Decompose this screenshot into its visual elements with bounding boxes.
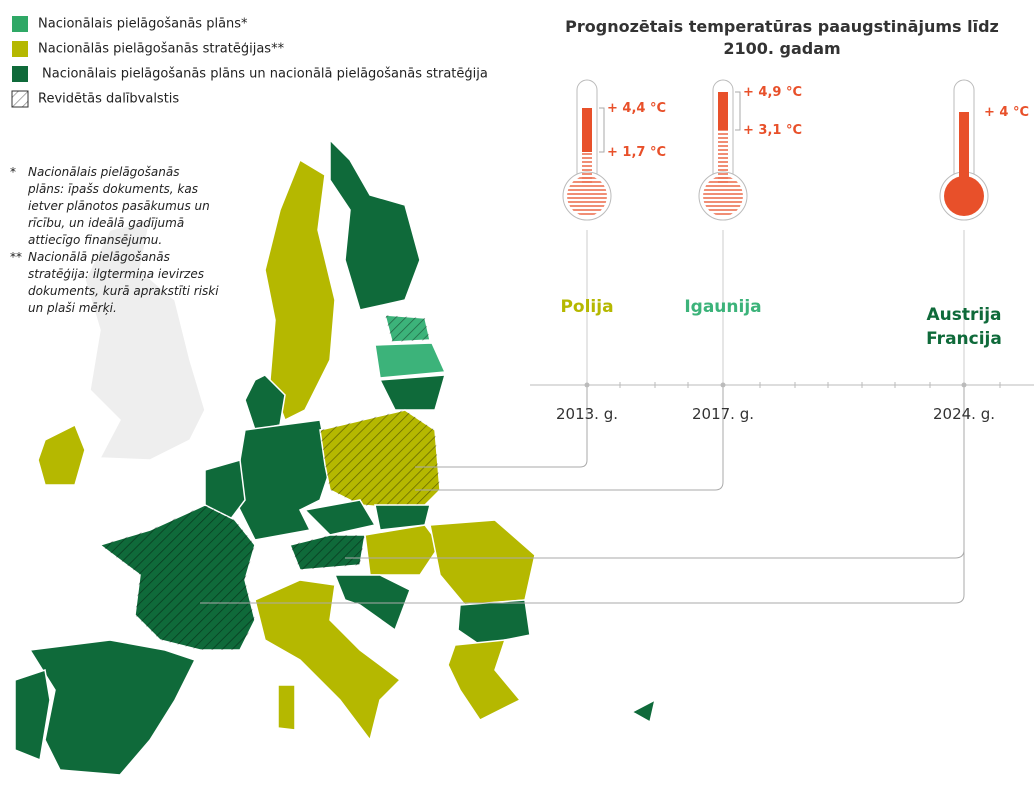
legend-label: Nacionālais pielāgošanās plāns*	[38, 17, 248, 32]
thermo-fill	[718, 92, 728, 130]
thermo-fill	[582, 152, 592, 185]
legend-hatch	[12, 91, 28, 107]
poland-hatch	[320, 410, 440, 510]
note-line: attiecīgo finansējumu.	[28, 233, 162, 247]
bracket	[735, 91, 741, 131]
map	[14, 138, 657, 776]
thermo-fill	[718, 130, 728, 185]
note-line: Nacionālais pielāgošanās	[28, 165, 179, 179]
thermo-fill	[944, 176, 984, 216]
legend-swatch	[12, 66, 28, 82]
cyprus	[630, 698, 657, 724]
year: 2013. g.	[556, 405, 618, 423]
uk	[84, 218, 206, 461]
country: Austrija	[926, 305, 1001, 325]
spain	[28, 639, 197, 776]
thermo-fill	[959, 112, 969, 185]
austria-hatch	[290, 535, 365, 570]
note-line: Nacionālā pielāgošanās	[28, 250, 170, 264]
timeline: Prognozētais temperatūras paaugstinājums…	[530, 17, 1034, 423]
temperature: + 3,1 °C	[743, 123, 802, 138]
czechia	[303, 499, 377, 536]
bulgaria	[457, 599, 531, 646]
country: Igaunija	[684, 297, 761, 317]
thermo-fill	[703, 176, 743, 216]
thermo-fill	[567, 176, 607, 216]
thermo-fill	[582, 108, 592, 152]
romania	[429, 519, 536, 606]
sardinia	[277, 684, 296, 731]
connectors	[200, 385, 965, 604]
legend: Nacionālais pielāgošanās plāns* Nacionālā…	[11, 16, 488, 108]
bracket	[599, 107, 605, 153]
temperature: + 1,7 °C	[607, 145, 666, 160]
notes: * Nacionālais pielāgošanās plāns: īpašs do…	[10, 165, 219, 315]
hungary	[364, 524, 441, 576]
legend-swatch	[12, 16, 28, 32]
year: 2024. g.	[933, 405, 995, 423]
lithuania	[378, 374, 447, 411]
note-line: ietver plānotos pasākumus un	[28, 199, 210, 213]
note-mark: *	[10, 165, 16, 179]
temperature: + 4 °C	[984, 105, 1029, 120]
tick	[720, 382, 726, 388]
finland	[329, 138, 421, 311]
italy	[254, 579, 402, 742]
legend-label: Revidētās dalībvalstis	[38, 92, 179, 107]
note-mark: **	[10, 250, 22, 264]
sweden	[264, 158, 336, 422]
legend-label: Nacionālais pielāgošanās plāns un nacion…	[42, 67, 488, 82]
latvia	[374, 342, 447, 379]
portugal	[14, 669, 51, 762]
legend-swatch	[12, 41, 28, 57]
note-line: rīcību, un ideālā gadījumā	[28, 216, 184, 230]
estonia-hatch	[385, 315, 430, 342]
legend-label: Nacionālās pielāgošanās stratēģijas**	[38, 42, 285, 57]
greece	[447, 639, 522, 721]
timeline-title: 2100. gadam	[723, 39, 840, 58]
benelux	[204, 459, 246, 521]
timeline-title: Prognozētais temperatūras paaugstinājums…	[565, 17, 999, 36]
tick	[584, 382, 590, 388]
note-line: un plaši mērķi.	[28, 301, 117, 315]
note-line: plāns: īpašs dokuments, kas	[27, 182, 198, 196]
country: Polija	[560, 297, 613, 317]
year: 2017. g.	[692, 405, 754, 423]
note-line: dokuments, kurā aprakstīti riski	[28, 284, 219, 298]
france-hatch	[100, 505, 255, 650]
temperature: + 4,4 °C	[607, 101, 666, 116]
tick	[961, 382, 967, 388]
note-line: stratēģija: ilgtermiņa ievirzes	[28, 267, 204, 281]
country: Francija	[926, 329, 1002, 349]
ireland	[37, 423, 86, 486]
germany	[234, 419, 331, 541]
temperature: + 4,9 °C	[743, 85, 802, 100]
